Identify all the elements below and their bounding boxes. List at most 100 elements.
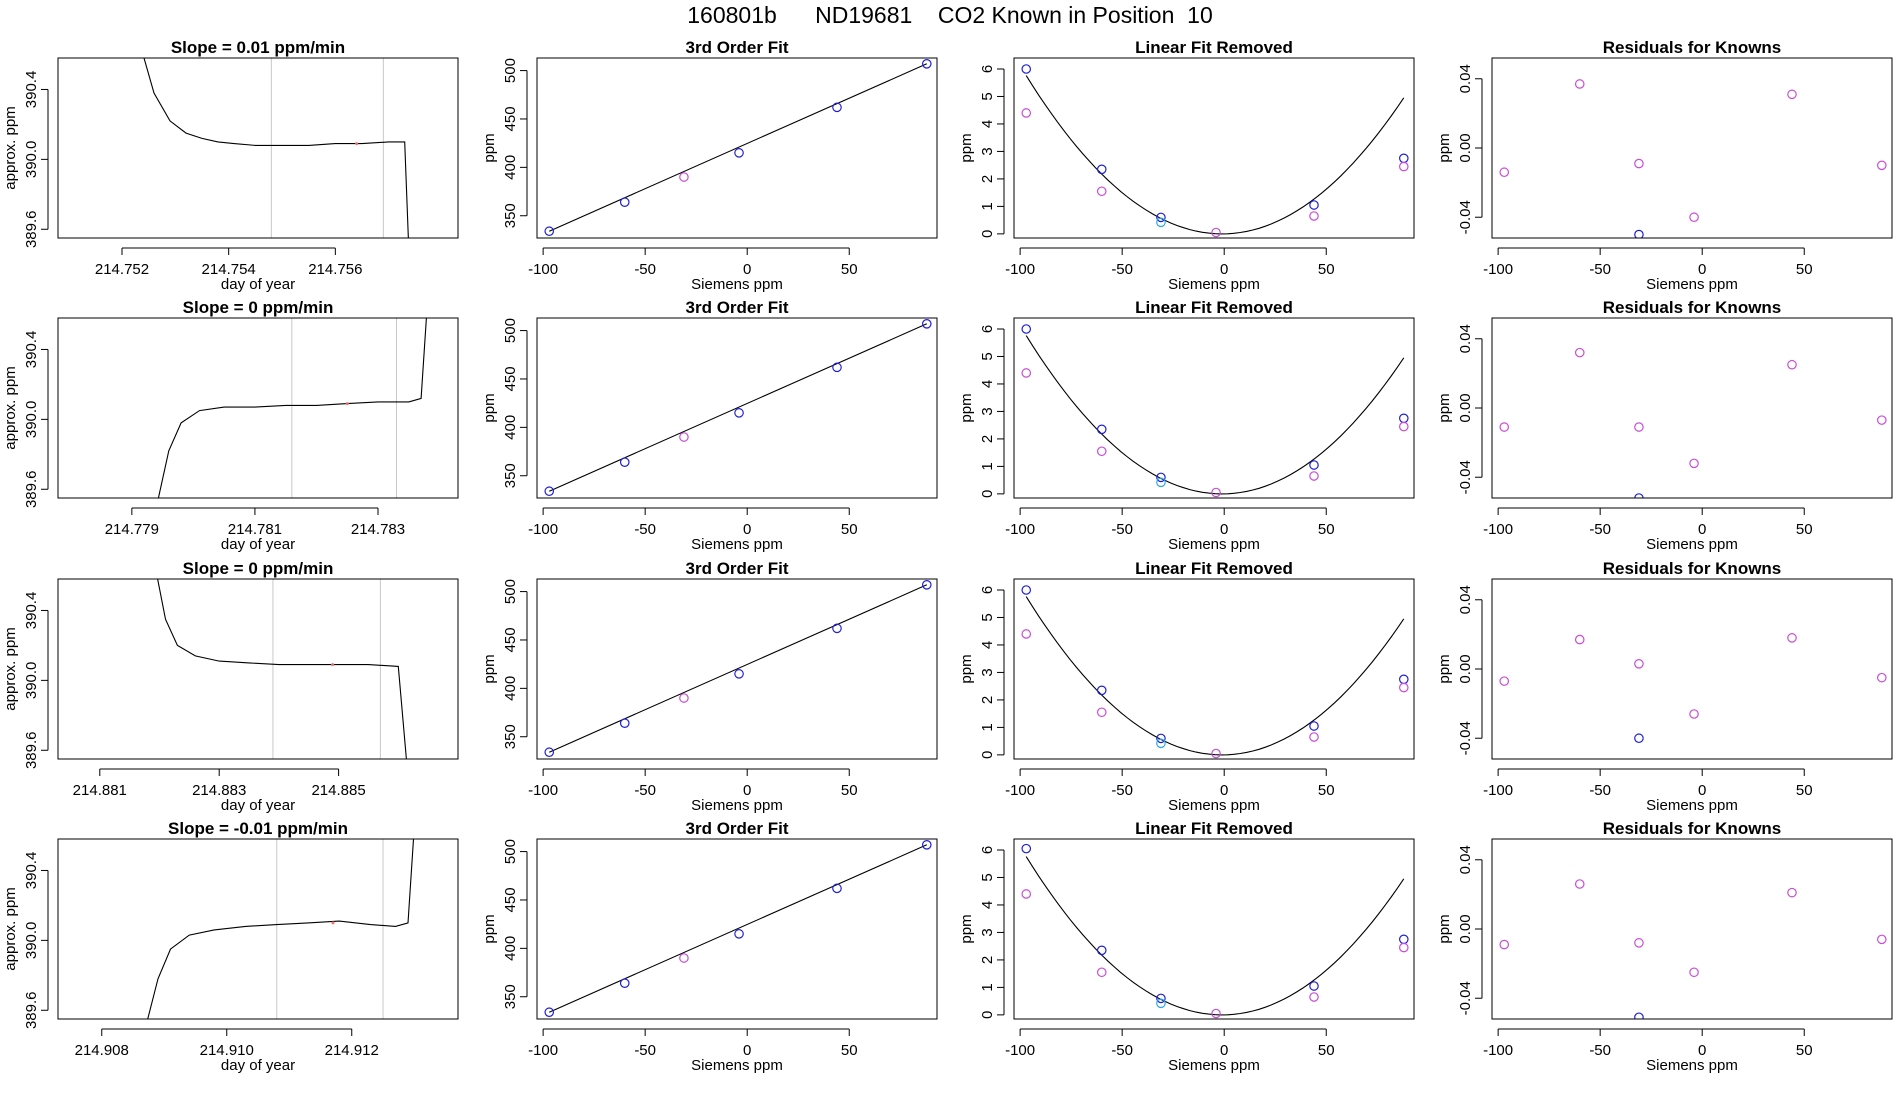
panel-7-data-point — [921, 580, 932, 590]
panel-13-y-tick-label: 0.00 — [1457, 133, 1474, 162]
panel-5-x-tick-label: 50 — [841, 261, 858, 278]
panel-8-plot-frame — [536, 838, 938, 1020]
panel-12-plot-frame — [1013, 838, 1415, 1020]
panel-9-data-point — [1021, 64, 1032, 74]
panel-13-y-label: ppm — [1436, 133, 1453, 162]
panel-8-data-point — [921, 840, 932, 850]
panel-11-data-point — [1309, 732, 1319, 742]
panel-7-x-label: Siemens ppm — [691, 797, 783, 814]
panel-15-x-tick-label: -100 — [1483, 782, 1513, 799]
panel-3-plot-frame — [57, 578, 459, 760]
panel-9-data-point — [1309, 200, 1319, 210]
panel-3-y-label: approx. ppm — [2, 627, 19, 710]
panel-10-title: Linear Fit Removed — [1135, 298, 1293, 317]
panel-6-y-tick-label: 500 — [502, 318, 519, 343]
panel-10-y-tick-label: 1 — [979, 462, 996, 470]
panel-12-data-point — [1309, 981, 1319, 991]
panel-10-x-tick-label: -100 — [1005, 521, 1035, 538]
panel-12-fit-curve — [1025, 856, 1405, 1016]
panel-6-plot-frame — [536, 317, 938, 499]
panel-11-y-tick-label: 5 — [979, 613, 996, 621]
panel-12-data-point — [1309, 992, 1319, 1002]
panel-16-y-tick-label: 0.00 — [1457, 914, 1474, 943]
panel-15-y-tick-label: 0.00 — [1457, 654, 1474, 683]
panel-10-data-point — [1096, 424, 1107, 435]
panel-16-x-tick-label: 50 — [1796, 1042, 1813, 1059]
panel-11-data-point — [1096, 707, 1107, 718]
panel-11-y-tick-label: 1 — [979, 723, 996, 731]
panel-12-x-tick-label: -50 — [1111, 1042, 1133, 1059]
figure-title: 160801b ND19681 CO2 Known in Position 10 — [687, 2, 1213, 28]
panel-6-x-tick-label: 50 — [841, 521, 858, 538]
panel-10-y-tick-label: 5 — [979, 352, 996, 360]
panel-4-x-tick-label: 214.912 — [325, 1042, 379, 1059]
panel-10-data-point — [1398, 413, 1409, 424]
panel-11-data-point — [1398, 682, 1409, 693]
panel-8-y-tick-label: 450 — [502, 887, 519, 912]
panel-11-data-point — [1021, 629, 1032, 639]
panel-1-y-label: approx. ppm — [2, 106, 19, 189]
panel-15-data-point — [1787, 633, 1797, 643]
panel-13-data-point — [1634, 229, 1644, 238]
panel-11-y-tick-label: 3 — [979, 668, 996, 676]
panel-13-y-tick-label: 0.04 — [1457, 64, 1474, 93]
panel-3-x-label: day of year — [221, 797, 295, 814]
panel-4-title: Slope = -0.01 ppm/min — [168, 819, 348, 838]
panel-3-x-tick-label: 214.881 — [73, 782, 127, 799]
panel-11-x-tick-label: 0 — [1220, 782, 1228, 799]
panel-2-x-label: day of year — [221, 536, 295, 553]
panel-13-x-tick-label: -50 — [1589, 261, 1611, 278]
panel-4-y-tick-label: 390.4 — [23, 852, 40, 890]
panel-14-data-point — [1634, 422, 1644, 432]
panel-16-title: Residuals for Knowns — [1603, 819, 1782, 838]
panel-6-x-tick-label: -100 — [528, 521, 558, 538]
panel-12-data-point — [1096, 945, 1107, 956]
panel-7-data-point — [544, 747, 555, 758]
panel-8-data-point — [544, 1007, 555, 1018]
panel-10-plot-frame — [1013, 317, 1415, 499]
panel-13-x-tick-label: 50 — [1796, 261, 1813, 278]
panel-12-data-point — [1211, 1008, 1221, 1019]
panel-12-y-tick-label: 0 — [979, 1011, 996, 1019]
panel-7-fit-line — [549, 584, 928, 753]
panel-6-title: 3rd Order Fit — [686, 298, 789, 317]
panel-8-title: 3rd Order Fit — [686, 819, 789, 838]
panel-15-data-point — [1499, 676, 1510, 686]
panel-12-x-tick-label: -100 — [1005, 1042, 1035, 1059]
panel-10-data-point — [1096, 446, 1107, 457]
panel-9-data-point — [1156, 217, 1166, 228]
panel-16-data-point — [1499, 939, 1510, 950]
panel-4-x-tick-label: 214.908 — [75, 1042, 129, 1059]
panel-2-x-tick-label: 214.781 — [228, 521, 282, 538]
panel-9-data-point — [1096, 164, 1107, 175]
panel-5-x-tick-label: -50 — [634, 261, 656, 278]
panel-11-plot-frame — [1013, 578, 1415, 760]
panel-11-y-tick-label: 6 — [979, 586, 996, 594]
panel-9-y-tick-label: 0 — [979, 230, 996, 238]
panel-6-data-point — [832, 362, 842, 373]
panel-9-y-tick-label: 2 — [979, 175, 996, 183]
panel-2-x-tick-label: 214.779 — [105, 521, 159, 538]
panel-7-y-tick-label: 500 — [502, 579, 519, 604]
panel-7-x-tick-label: -50 — [634, 782, 656, 799]
panel-4-x-tick-label: 214.910 — [200, 1042, 254, 1059]
panel-5-y-tick-label: 400 — [502, 155, 519, 180]
panel-11-y-tick-label: 0 — [979, 751, 996, 759]
panel-5-plot-frame — [536, 57, 938, 239]
panel-14-data-point — [1574, 347, 1585, 358]
panel-6-y-tick-label: 350 — [502, 463, 519, 488]
panel-2-title: Slope = 0 ppm/min — [183, 298, 334, 317]
panel-3-y-tick-label: 389.6 — [23, 731, 40, 769]
panel-9-data-point — [1096, 186, 1107, 197]
panel-15-y-tick-label: 0.04 — [1457, 585, 1474, 614]
panel-10-data-point — [1398, 421, 1409, 432]
panel-5-y-tick-label: 350 — [502, 203, 519, 228]
panel-10-x-tick-label: -50 — [1111, 521, 1133, 538]
panel-6-fit-line — [549, 323, 928, 492]
panel-12-y-tick-label: 4 — [979, 901, 996, 909]
panel-15-y-tick-label: -0.04 — [1457, 721, 1474, 755]
panel-10-y-tick-label: 6 — [979, 325, 996, 333]
panel-11-title: Linear Fit Removed — [1135, 559, 1293, 578]
panel-14-x-tick-label: -50 — [1589, 521, 1611, 538]
panel-7-title: 3rd Order Fit — [686, 559, 789, 578]
